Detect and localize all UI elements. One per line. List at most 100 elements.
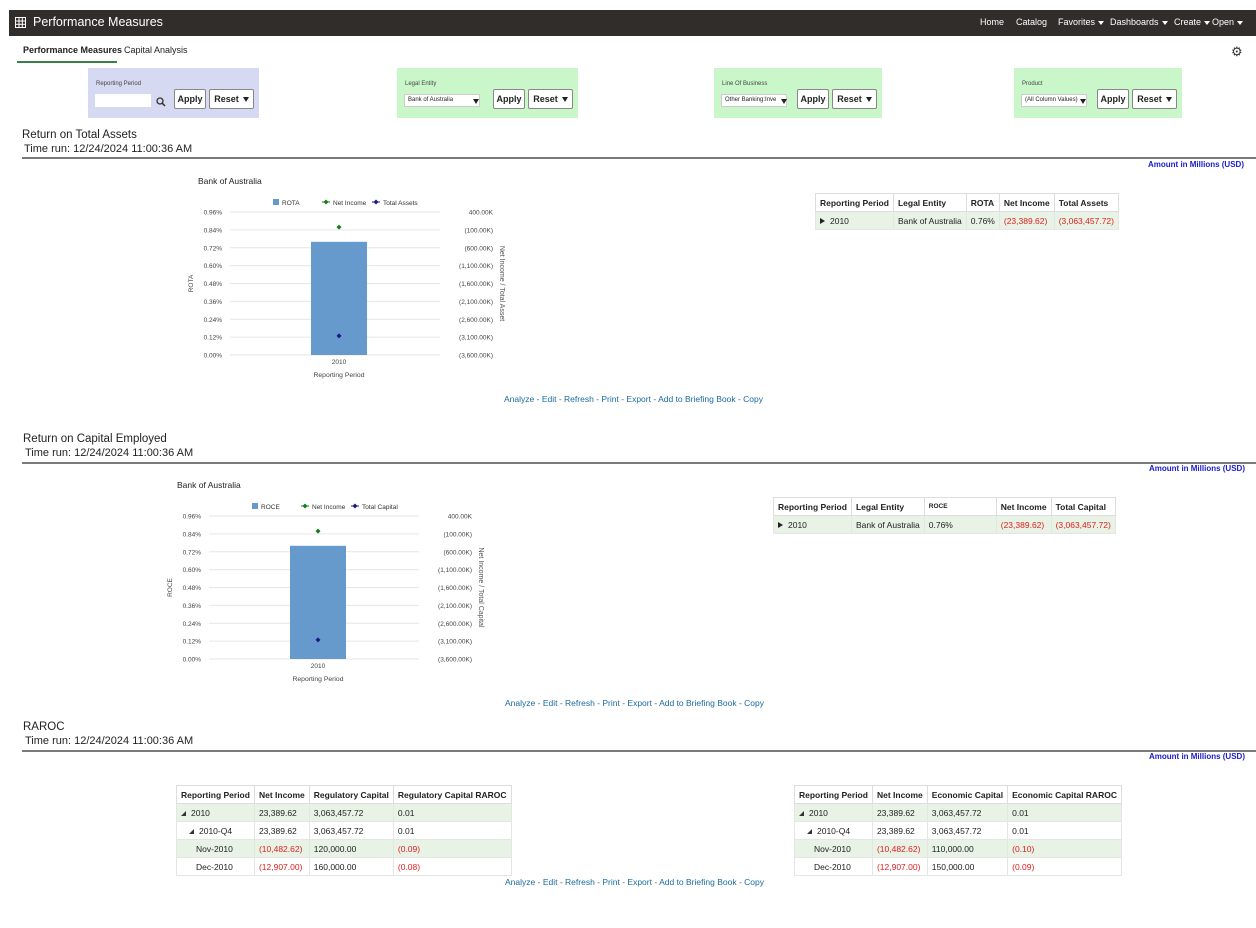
link-export[interactable]: Export bbox=[627, 877, 652, 887]
chevron-down-icon[interactable] bbox=[781, 99, 787, 104]
link-print[interactable]: Print bbox=[601, 394, 619, 404]
nav-create-label: Create bbox=[1174, 17, 1202, 27]
reset-button[interactable]: Reset bbox=[528, 89, 573, 109]
column-header[interactable]: ROCE bbox=[923, 497, 997, 516]
expand-icon[interactable] bbox=[778, 522, 783, 529]
y2-tick-label: (3,600.00K) bbox=[459, 353, 493, 360]
product-select[interactable]: (All Column Values) bbox=[1021, 94, 1087, 107]
reset-button[interactable]: Reset bbox=[209, 89, 254, 109]
link-add-to-briefing-book[interactable]: Add to Briefing Book bbox=[658, 394, 736, 404]
table-row: Nov-2010 (10,482.62) 120,000.00 (0.09) bbox=[176, 839, 512, 858]
link-add-to-briefing-book[interactable]: Add to Briefing Book bbox=[659, 698, 737, 708]
link-refresh[interactable]: Refresh bbox=[564, 394, 594, 404]
table-cell[interactable]: 2010 bbox=[815, 211, 894, 230]
table-cell[interactable]: 2010 bbox=[794, 803, 873, 822]
units-note: Amount in Millions (USD) bbox=[1149, 752, 1245, 761]
nav-create[interactable]: Create bbox=[1174, 17, 1210, 27]
link-edit[interactable]: Edit bbox=[541, 394, 557, 404]
column-header[interactable]: Net Income bbox=[253, 785, 310, 804]
nav-favorites[interactable]: Favorites bbox=[1058, 17, 1104, 27]
table-cell[interactable]: 2010-Q4 bbox=[176, 821, 255, 840]
link-export[interactable]: Export bbox=[627, 698, 652, 708]
collapse-icon[interactable] bbox=[807, 828, 812, 834]
y-tick-label: 0.12% bbox=[183, 639, 202, 646]
collapse-icon[interactable] bbox=[799, 810, 804, 816]
tab-capital-analysis[interactable]: Capital Analysis bbox=[124, 45, 188, 55]
legal-entity-select[interactable]: Bank of Australia bbox=[404, 94, 480, 107]
y-tick-label: 0.36% bbox=[204, 299, 223, 306]
column-header[interactable]: Net Income bbox=[998, 193, 1055, 212]
time-run-rota: Time run: 12/24/2024 11:00:36 AM bbox=[24, 143, 193, 155]
y-tick-label: 0.60% bbox=[183, 567, 202, 574]
column-header[interactable]: Net Income bbox=[871, 785, 928, 804]
nav-catalog[interactable]: Catalog bbox=[1016, 17, 1048, 27]
chevron-down-icon[interactable] bbox=[473, 99, 479, 104]
link-edit[interactable]: Edit bbox=[542, 877, 558, 887]
expand-icon[interactable] bbox=[820, 218, 825, 225]
time-run-roce: Time run: 12/24/2024 11:00:36 AM bbox=[25, 447, 194, 459]
link-copy[interactable]: Copy bbox=[744, 877, 764, 887]
table-cell: (12,907.00) bbox=[253, 857, 310, 876]
table-cell[interactable]: 2010 bbox=[176, 803, 255, 822]
apply-button[interactable]: Apply bbox=[174, 89, 206, 109]
column-header[interactable]: Economic Capital bbox=[926, 785, 1009, 804]
table-cell: (23,389.62) bbox=[998, 211, 1055, 230]
y-tick-label: 0.60% bbox=[204, 263, 223, 270]
column-header[interactable]: Reporting Period bbox=[176, 785, 255, 804]
table-cell: Bank of Australia bbox=[850, 515, 925, 534]
table-header-row: Reporting Period Net Income Economic Cap… bbox=[794, 785, 1122, 804]
line-of-business-select[interactable]: Other Banking:Inve bbox=[721, 94, 787, 107]
column-header[interactable]: Regulatory Capital bbox=[308, 785, 394, 804]
table-cell: (10,482.62) bbox=[871, 839, 928, 858]
link-export[interactable]: Export bbox=[626, 394, 651, 404]
collapse-icon[interactable] bbox=[189, 828, 194, 834]
link-analyze[interactable]: Analyze bbox=[504, 394, 535, 404]
nav-home[interactable]: Home bbox=[980, 17, 1005, 27]
column-header[interactable]: Net Income bbox=[995, 497, 1052, 516]
column-header[interactable]: Reporting Period bbox=[815, 193, 894, 212]
link-add-to-briefing-book[interactable]: Add to Briefing Book bbox=[659, 877, 737, 887]
link-edit[interactable]: Edit bbox=[542, 698, 558, 708]
apply-button[interactable]: Apply bbox=[797, 89, 829, 109]
search-icon[interactable] bbox=[156, 97, 166, 107]
column-header[interactable]: Legal Entity bbox=[892, 193, 967, 212]
active-tab-indicator bbox=[17, 61, 117, 63]
link-analyze[interactable]: Analyze bbox=[505, 877, 536, 887]
collapse-icon[interactable] bbox=[181, 810, 186, 816]
regulatory-raroc-table: Reporting Period Net Income Regulatory C… bbox=[176, 785, 512, 876]
nav-open[interactable]: Open bbox=[1212, 17, 1243, 27]
y-tick-label: 0.12% bbox=[204, 335, 223, 342]
y2-tick-label: (600.00K) bbox=[464, 245, 493, 252]
chevron-down-icon[interactable] bbox=[1080, 99, 1086, 104]
table-cell[interactable]: 2010 bbox=[773, 515, 852, 534]
column-header[interactable]: Economic Capital RAROC bbox=[1007, 785, 1122, 804]
column-header[interactable]: Reporting Period bbox=[773, 497, 852, 516]
apply-button[interactable]: Apply bbox=[493, 89, 525, 109]
link-copy[interactable]: Copy bbox=[743, 394, 763, 404]
y-axis-title: ROTA bbox=[188, 274, 195, 292]
column-header[interactable]: Total Capital bbox=[1050, 497, 1116, 516]
reset-button[interactable]: Reset bbox=[832, 89, 877, 109]
gear-icon[interactable]: ⚙ bbox=[1231, 44, 1243, 59]
reset-button[interactable]: Reset bbox=[1132, 89, 1177, 109]
column-header[interactable]: Total Assets bbox=[1053, 193, 1119, 212]
link-refresh[interactable]: Refresh bbox=[565, 698, 595, 708]
tab-performance-measures[interactable]: Performance Measures bbox=[23, 45, 123, 55]
link-print[interactable]: Print bbox=[602, 877, 620, 887]
app-header: Performance Measures Home Catalog Favori… bbox=[9, 10, 1256, 36]
link-print[interactable]: Print bbox=[602, 698, 620, 708]
column-header[interactable]: Regulatory Capital RAROC bbox=[392, 785, 512, 804]
reporting-period-input[interactable] bbox=[95, 94, 151, 107]
column-header[interactable]: Reporting Period bbox=[794, 785, 873, 804]
apply-button[interactable]: Apply bbox=[1097, 89, 1129, 109]
link-copy[interactable]: Copy bbox=[744, 698, 764, 708]
column-header[interactable]: ROTA bbox=[965, 193, 1000, 212]
link-refresh[interactable]: Refresh bbox=[565, 877, 595, 887]
app-grid-icon[interactable] bbox=[15, 17, 26, 28]
rota-table: Reporting Period Legal Entity ROTA Net I… bbox=[815, 193, 1119, 230]
table-cell[interactable]: 2010-Q4 bbox=[794, 821, 873, 840]
link-analyze[interactable]: Analyze bbox=[505, 698, 536, 708]
column-header[interactable]: Legal Entity bbox=[850, 497, 925, 516]
nav-dashboards[interactable]: Dashboards bbox=[1110, 17, 1168, 27]
table-cell: (0.09) bbox=[392, 839, 512, 858]
